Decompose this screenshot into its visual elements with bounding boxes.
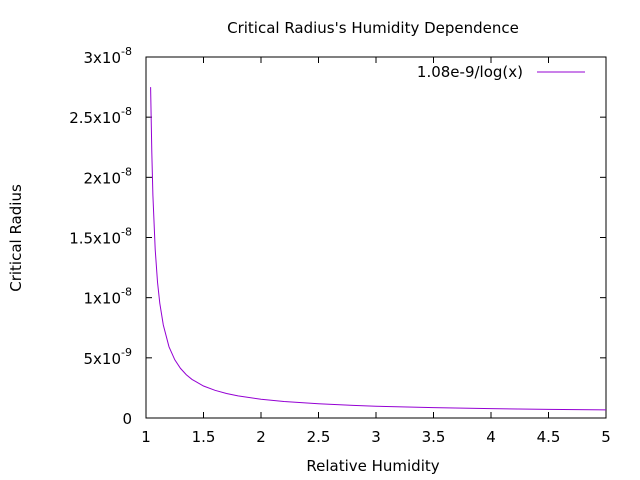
x-tick-label: 4.5 [537,428,561,446]
series-line-0 [150,87,607,411]
y-tick-base: 1.5x10 [69,230,121,248]
x-tick-label: 3.5 [422,428,446,446]
y-tick-label: 2x10-8 [84,165,132,187]
y-tick-base: 2x10 [84,169,122,187]
y-tick-label: 0 [122,410,132,428]
legend: 1.08e-9/log(x) [417,63,585,81]
x-tick-label: 1.5 [192,428,216,446]
y-axis-label: Critical Radius [7,184,25,292]
chart-title: Critical Radius's Humidity Dependence [227,19,519,37]
y-tick-label: 1x10-8 [84,286,132,308]
x-tick-label: 5 [601,428,611,446]
x-axis-label: Relative Humidity [306,457,439,475]
y-tick-base: 5x10 [84,350,122,368]
x-tick-label: 4 [486,428,496,446]
y-tick-base: 1x10 [84,290,122,308]
x-tick-label: 2 [256,428,266,446]
y-tick-label: 1.5x10-8 [69,226,132,248]
y-tick-base: 2.5x10 [69,109,121,127]
y-axis: 05x10-91x10-81.5x10-82x10-82.5x10-83x10-… [69,45,606,428]
y-tick-base: 3x10 [84,49,122,67]
x-axis: 1 1.5 2 2.5 3 3.5 4 4.5 5 [141,57,611,446]
y-tick-label: 3x10-8 [84,45,132,67]
y-tick-base: 0 [122,410,132,428]
y-tick-exponent: -8 [121,45,132,58]
series-layer [150,87,607,411]
x-tick-label: 3 [371,428,381,446]
y-tick-exponent: -8 [121,105,132,118]
y-tick-exponent: -9 [121,346,132,359]
y-tick-label: 5x10-9 [84,346,132,368]
legend-entry-label: 1.08e-9/log(x) [417,63,523,81]
x-tick-label: 1 [141,428,151,446]
y-tick-exponent: -8 [121,286,132,299]
y-tick-exponent: -8 [121,165,132,178]
y-tick-label: 2.5x10-8 [69,105,132,127]
x-tick-label: 2.5 [307,428,331,446]
plot-frame [145,56,607,419]
y-tick-exponent: -8 [121,226,132,239]
